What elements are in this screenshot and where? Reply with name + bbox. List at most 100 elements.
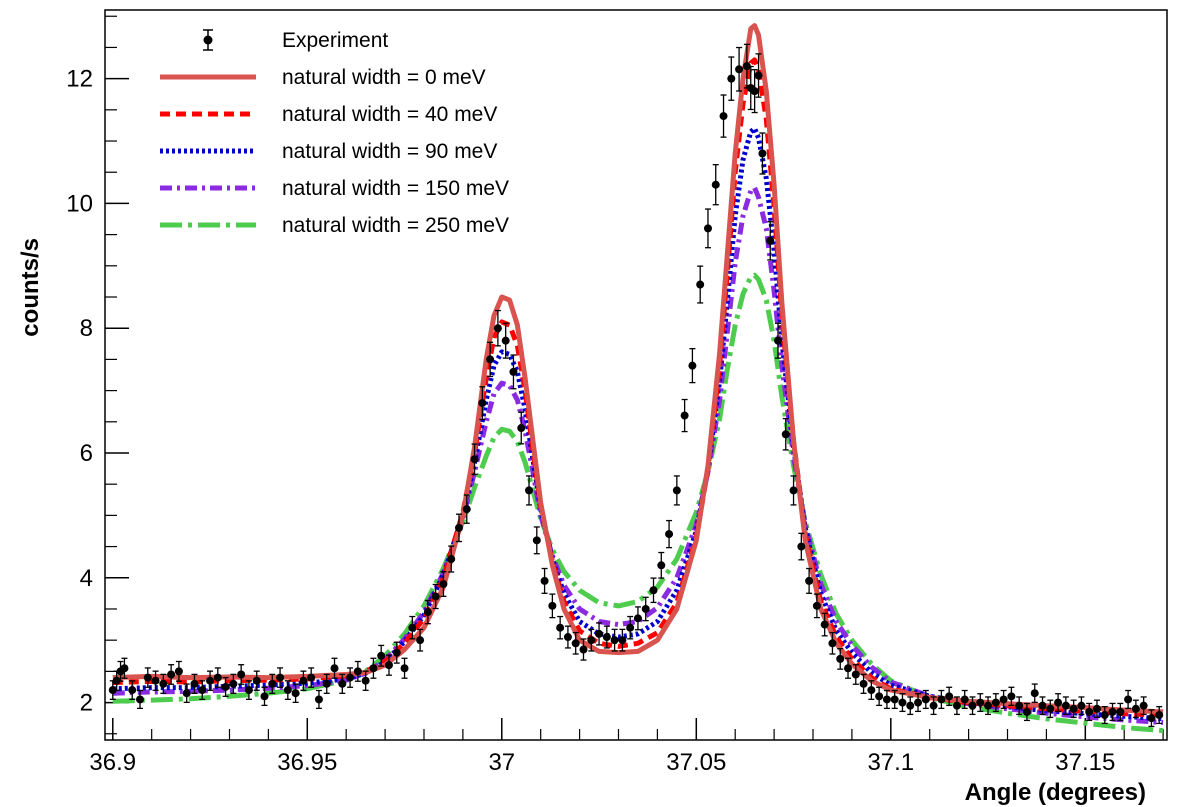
- data-point: [501, 322, 510, 359]
- data-point: [937, 689, 946, 710]
- data-point: [1054, 693, 1063, 713]
- data-point: [968, 696, 977, 716]
- data-point: [914, 693, 923, 713]
- data-point: [898, 693, 907, 713]
- series-line: [112, 126, 1164, 722]
- data-point: [766, 221, 775, 261]
- data-point: [548, 593, 557, 619]
- data-point: [455, 513, 463, 543]
- legend-item-width-150: natural width = 150 meV: [160, 177, 509, 200]
- data-point: [167, 664, 176, 685]
- data-point: [563, 625, 572, 649]
- data-point: [960, 689, 969, 710]
- data-point: [353, 660, 362, 682]
- data-point: [540, 567, 549, 594]
- data-point: [672, 475, 681, 506]
- data-point: [392, 641, 401, 664]
- y-tick-label: 8: [80, 315, 93, 342]
- data-point: [299, 670, 308, 691]
- experiment-points: [108, 43, 1164, 728]
- data-point: [665, 519, 674, 549]
- data-point: [151, 670, 160, 691]
- x-tick-label: 36.95: [277, 749, 337, 776]
- data-point: [276, 667, 285, 688]
- data-point: [307, 667, 316, 688]
- legend-label: Experiment: [282, 29, 388, 52]
- data-point: [330, 657, 339, 679]
- data-point: [408, 615, 417, 640]
- x-tick-labels: 36.9 36.95 37 37.05 37.1 37.15: [89, 749, 1115, 776]
- legend-label: natural width = 250 meV: [282, 214, 509, 237]
- data-point: [820, 612, 829, 637]
- y-tick-labels: 2 4 6 8 10 12: [66, 66, 93, 717]
- data-point: [159, 673, 168, 694]
- data-point: [805, 567, 814, 594]
- data-point: [696, 265, 705, 304]
- data-point: [369, 657, 378, 679]
- data-point: [221, 676, 230, 697]
- y-tick-label: 4: [80, 565, 93, 592]
- data-point: [268, 673, 277, 694]
- data-point: [828, 631, 837, 655]
- data-point: [213, 667, 222, 688]
- y-tick-label: 10: [66, 190, 93, 217]
- data-point: [812, 593, 821, 619]
- data-point: [703, 208, 712, 249]
- data-point: [229, 673, 238, 694]
- data-point: [470, 443, 479, 476]
- legend-label: natural width = 0 meV: [282, 66, 486, 89]
- data-point: [571, 631, 580, 655]
- data-point: [143, 667, 152, 688]
- legend-item-width-90: natural width = 90 meV: [160, 140, 497, 163]
- legend-item-width-40: natural width = 40 meV: [160, 103, 497, 126]
- data-point: [882, 689, 891, 710]
- data-point: [283, 680, 292, 700]
- data-point: [1108, 702, 1117, 722]
- data-point: [727, 56, 736, 101]
- data-point: [174, 660, 183, 682]
- data-point: [556, 615, 565, 640]
- data-point: [1061, 696, 1070, 716]
- data-point: [493, 309, 502, 347]
- data-point: [579, 638, 588, 661]
- data-point: [198, 680, 207, 700]
- data-point: [1069, 699, 1078, 719]
- x-tick-label: 37.15: [1055, 749, 1115, 776]
- data-point: [416, 628, 425, 652]
- data-point: [1030, 683, 1039, 704]
- data-point: [338, 673, 347, 694]
- data-point: [649, 577, 658, 604]
- data-point: [237, 664, 246, 685]
- y-tick-label: 6: [80, 440, 93, 467]
- data-point: [439, 571, 448, 597]
- data-point: [999, 689, 1008, 710]
- series-lines: [112, 23, 1164, 734]
- data-point: [1155, 706, 1164, 725]
- data-point: [291, 683, 300, 704]
- data-point: [447, 545, 456, 573]
- data-point: [859, 673, 868, 694]
- data-point: [400, 657, 409, 679]
- data-point: [945, 686, 954, 707]
- data-point: [680, 398, 689, 433]
- plot-frame: [104, 9, 1168, 741]
- data-point: [346, 667, 355, 688]
- data-point: [532, 526, 541, 555]
- data-point: [1131, 699, 1140, 719]
- data-point: [890, 689, 899, 710]
- data-point: [633, 606, 642, 631]
- series-line: [112, 272, 1164, 734]
- data-point: [595, 622, 604, 646]
- data-point: [509, 354, 518, 390]
- data-point: [1022, 702, 1031, 722]
- data-point: [875, 686, 884, 707]
- data-point: [781, 417, 790, 451]
- data-point: [314, 689, 323, 710]
- data-point: [1139, 696, 1148, 716]
- data-point: [602, 625, 611, 649]
- data-point: [517, 411, 526, 445]
- data-point: [906, 696, 915, 716]
- data-point: [851, 664, 860, 685]
- data-point: [1147, 709, 1156, 728]
- data-point: [976, 693, 985, 713]
